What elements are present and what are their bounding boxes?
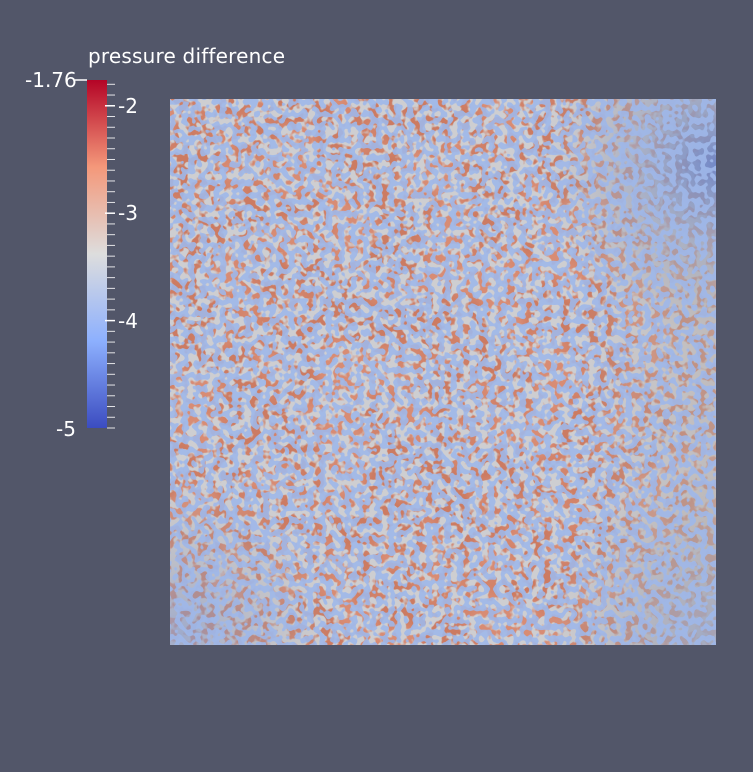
colorbar-tick-label: -3 <box>118 201 138 226</box>
color-legend-bar <box>75 79 115 429</box>
legend-title: pressure difference <box>88 44 286 68</box>
pressure-field-plot[interactable] <box>170 99 716 645</box>
colorbar-tick-label: -2 <box>118 93 138 118</box>
legend-range-max-label: -1.76 <box>25 68 77 92</box>
legend-range-min-label: -5 <box>56 417 76 441</box>
colorbar-tick-label: -4 <box>118 308 138 333</box>
